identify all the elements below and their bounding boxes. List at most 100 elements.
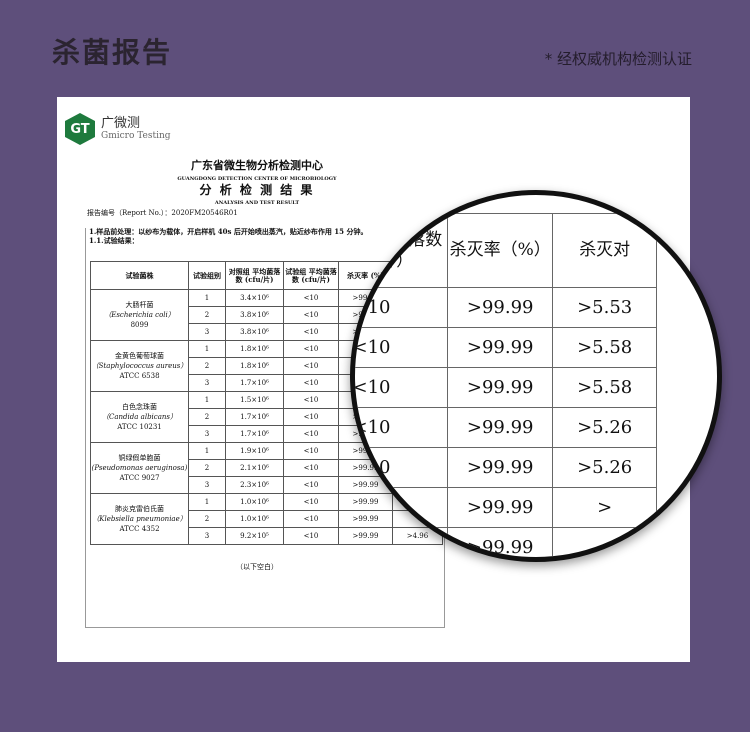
doc-title-en: ANALYSIS AND TEST RESULT bbox=[214, 200, 300, 206]
table-cell: 1.8×10⁶ bbox=[225, 340, 284, 358]
strain-code: 8099 bbox=[130, 321, 149, 329]
magnified-cell: > bbox=[552, 487, 657, 528]
table-cell: 1.7×10⁶ bbox=[225, 425, 284, 443]
magnified-cell: >5.26 bbox=[552, 407, 657, 448]
strain-cn: 铜绿假单胞菌 bbox=[118, 454, 161, 462]
strain-cn: 金黄色葡萄球菌 bbox=[115, 352, 164, 360]
table-cell: 3 bbox=[188, 323, 226, 341]
magnified-cell bbox=[355, 527, 449, 557]
strain-cell: 金黄色葡萄球菌 （Staphylococcus aureus） ATCC 6538 bbox=[90, 340, 189, 392]
table-cell: 1.0×10⁶ bbox=[225, 493, 284, 511]
table-cell: 1 bbox=[188, 340, 226, 358]
table-cell: 2.1×10⁶ bbox=[225, 459, 284, 477]
magnified-cell: >99.99 bbox=[447, 327, 554, 368]
document-heading: 广东省微生物分析检测中心 GUANGDONG DETECTION CENTER … bbox=[57, 159, 457, 207]
table-cell: <10 bbox=[283, 306, 339, 324]
strain-latin: （Staphylococcus aureus） bbox=[91, 362, 188, 370]
table-cell: 1 bbox=[188, 289, 226, 307]
magnified-row: <10 >99.99 >5.58 bbox=[355, 327, 657, 368]
table-cell: <10 bbox=[283, 391, 339, 409]
table-cell: <10 bbox=[283, 476, 339, 494]
strain-code: ATCC 6538 bbox=[119, 372, 160, 380]
logo-cn: 广微测 bbox=[101, 116, 141, 131]
strain-code: ATCC 9027 bbox=[119, 474, 160, 482]
strain-latin: （Escherichia coli） bbox=[104, 311, 175, 319]
strain-cell: 肺炎克雷伯氏菌 （Klebsiella pneumoniae） ATCC 4352 bbox=[90, 493, 189, 545]
page-title: 杀菌报告 bbox=[52, 36, 173, 69]
org-name: 广东省微生物分析检测中心 bbox=[191, 159, 323, 172]
table-cell: 1.5×10⁶ bbox=[225, 391, 284, 409]
magnified-cell: >5.26 bbox=[552, 447, 657, 488]
magnified-header: 试验组 平均菌落数（cfu/片） bbox=[355, 213, 449, 288]
logo-mark: GT bbox=[65, 113, 95, 145]
pretreatment: 1.样品前处理：以纱布为载体，开启样机 40s 后开始喷出蒸汽，贴近纱布作用 1… bbox=[89, 227, 368, 236]
strain-latin: （Candida albicans） bbox=[102, 413, 177, 421]
strain-cn: 肺炎克雷伯氏菌 bbox=[115, 505, 164, 513]
table-cell: 1.9×10⁶ bbox=[225, 442, 284, 460]
table-cell: 1.7×10⁶ bbox=[225, 408, 284, 426]
magnified-cell: <10 bbox=[355, 407, 449, 448]
table-cell: 1 bbox=[188, 493, 226, 511]
section-title: 1.1.试验结果： bbox=[89, 236, 139, 245]
table-cell: <10 bbox=[283, 527, 339, 545]
table-cell: 2 bbox=[188, 459, 226, 477]
magnified-row: >99.99 bbox=[355, 527, 657, 557]
report-number: 报告编号（Report No.）：2020FM20546R01 bbox=[87, 209, 238, 217]
table-cell: 1.7×10⁶ bbox=[225, 374, 284, 392]
table-cell: <10 bbox=[283, 340, 339, 358]
strain-cell: 大肠杆菌 （Escherichia coli） 8099 bbox=[90, 289, 189, 341]
magnified-cell: <10 bbox=[355, 287, 449, 328]
table-cell: <10 bbox=[283, 374, 339, 392]
table-cell: 2 bbox=[188, 510, 226, 528]
magnified-cell: <10 bbox=[355, 487, 449, 528]
magnified-cell: <10 bbox=[355, 447, 449, 488]
magnified-cell bbox=[552, 527, 657, 557]
table-cell: 3 bbox=[188, 527, 226, 545]
magnified-cell: >99.99 bbox=[447, 447, 554, 488]
table-cell: 2 bbox=[188, 357, 226, 375]
table-cell: 3 bbox=[188, 425, 226, 443]
column-header: 试验组 平均菌落数 (cfu/片) bbox=[283, 261, 339, 290]
table-cell: <10 bbox=[283, 510, 339, 528]
table-cell: <10 bbox=[283, 357, 339, 375]
magnified-row: <10 >99.99 > bbox=[355, 487, 657, 528]
strain-cell: 铜绿假单胞菌 (Pseudomonas aeruginosa) ATCC 9027 bbox=[90, 442, 189, 494]
magnified-row: <10 >99.99 >5.53 bbox=[355, 287, 657, 328]
table-cell: 1.8×10⁶ bbox=[225, 357, 284, 375]
magnified-table: 试验组 平均菌落数（cfu/片）杀灭率（%）杀灭对<10>99.99>5.53<… bbox=[355, 213, 657, 557]
strain-cell: 白色念珠菌 （Candida albicans） ATCC 10231 bbox=[90, 391, 189, 443]
magnified-header: 杀灭率（%） bbox=[447, 213, 554, 288]
table-cell: 2 bbox=[188, 306, 226, 324]
magnified-row: <10 >99.99 >5.26 bbox=[355, 447, 657, 488]
magnifier-lens: 试验组 平均菌落数（cfu/片）杀灭率（%）杀灭对<10>99.99>5.53<… bbox=[350, 190, 722, 562]
table-cell: <10 bbox=[283, 425, 339, 443]
magnified-cell: <10 bbox=[355, 367, 449, 408]
gmicro-logo: GT 广微测 Gmicro Testing bbox=[65, 113, 171, 145]
column-header: 对照组 平均菌落数 (cfu/片) bbox=[225, 261, 284, 290]
table-cell: 3 bbox=[188, 476, 226, 494]
column-header: 试验组别 bbox=[188, 261, 226, 290]
strain-latin: （Klebsiella pneumoniae） bbox=[92, 515, 187, 523]
magnified-row: <10 >99.99 >5.58 bbox=[355, 367, 657, 408]
blank-note: （以下空白） bbox=[236, 563, 278, 571]
table-cell: 1.0×10⁶ bbox=[225, 510, 284, 528]
column-header: 试验菌株 bbox=[90, 261, 189, 290]
magnified-cell: >5.53 bbox=[552, 287, 657, 328]
table-cell: <10 bbox=[283, 442, 339, 460]
magnified-cell: >99.99 bbox=[447, 287, 554, 328]
doc-title: 分 析 检 测 结 果 bbox=[199, 183, 315, 197]
strain-code: ATCC 4352 bbox=[119, 525, 160, 533]
magnified-cell: >99.99 bbox=[447, 367, 554, 408]
magnified-cell: >99.99 bbox=[447, 527, 554, 557]
certified-note: * 经权威机构检测认证 bbox=[544, 50, 692, 68]
table-cell: <10 bbox=[283, 408, 339, 426]
table-cell: 9.2×10⁵ bbox=[225, 527, 284, 545]
magnified-header: 杀灭对 bbox=[552, 213, 657, 288]
magnified-cell: >5.58 bbox=[552, 367, 657, 408]
table-cell: <10 bbox=[283, 289, 339, 307]
table-cell: <10 bbox=[283, 323, 339, 341]
strain-code: ATCC 10231 bbox=[117, 423, 162, 431]
table-cell: 2.3×10⁶ bbox=[225, 476, 284, 494]
strain-cn: 大肠杆菌 bbox=[125, 301, 154, 309]
table-cell: 1 bbox=[188, 391, 226, 409]
